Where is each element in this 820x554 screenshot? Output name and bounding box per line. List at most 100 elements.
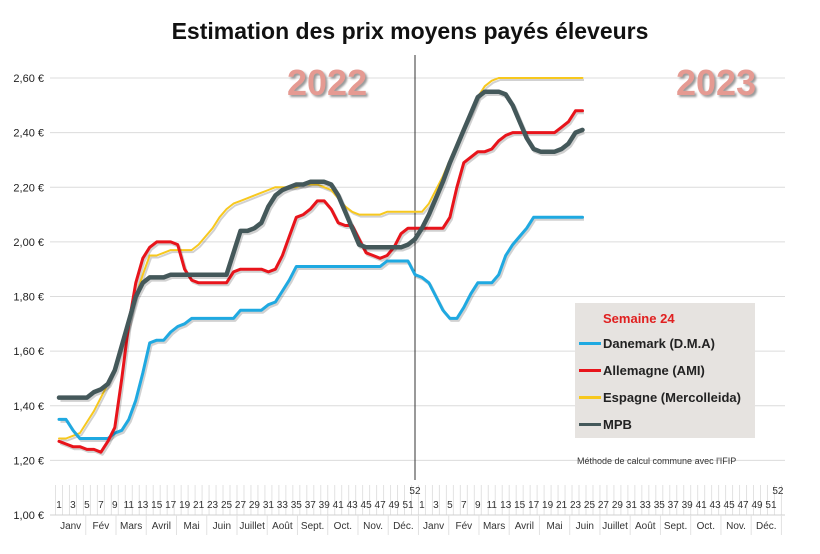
- x-tick-label: 33: [277, 500, 289, 511]
- series-shadow: [60, 79, 584, 442]
- x-tick-label: 45: [361, 500, 373, 511]
- x-tick-label: 31: [263, 500, 275, 511]
- x-tick-label: 25: [584, 500, 596, 511]
- month-label: Janv: [423, 521, 444, 532]
- x-tick-label: 21: [556, 500, 568, 511]
- y-tick-label: 1,40 €: [13, 401, 44, 413]
- x-tick-label: 23: [207, 500, 219, 511]
- x-tick-label: 51: [765, 500, 777, 511]
- y-tick-label: 2,40 €: [13, 128, 44, 140]
- legend: Semaine 24 Danemark (D.M.A) Allemagne (A…: [575, 303, 755, 438]
- year-label-2023: 2023: [676, 62, 757, 103]
- series-line-allemagne-ami: [57, 109, 584, 454]
- legend-swatch: [579, 369, 601, 372]
- x-tick-label: 15: [514, 500, 526, 511]
- month-label: Nov.: [363, 521, 383, 532]
- x-tick-label: 11: [124, 500, 135, 511]
- x-tick-label: 31: [626, 500, 638, 511]
- x-tick-label: 17: [528, 500, 540, 511]
- month-label: Août: [635, 521, 656, 532]
- x-tick-label: 39: [682, 500, 694, 511]
- month-label: Déc.: [393, 521, 414, 532]
- x-tick-label: 35: [291, 500, 303, 511]
- y-tick-label: 2,20 €: [13, 182, 44, 194]
- month-label: Oct.: [697, 521, 715, 532]
- legend-label: MPB: [603, 417, 632, 432]
- x-tick-label: 5: [447, 500, 453, 511]
- x-tick-label: 23: [570, 500, 582, 511]
- x-tick-label: 52: [772, 486, 784, 497]
- x-tick-label: 27: [235, 500, 247, 511]
- series-line-mpb: [56, 89, 585, 400]
- x-tick-label: 1: [56, 500, 62, 511]
- month-label: Sept.: [664, 521, 687, 532]
- x-tick-label: 43: [347, 500, 359, 511]
- month-label: Août: [272, 521, 293, 532]
- x-tick-label: 29: [249, 500, 261, 511]
- legend-label: Allemagne (AMI): [603, 363, 705, 378]
- month-label: Mai: [547, 521, 563, 532]
- x-tick-label: 35: [654, 500, 666, 511]
- x-tick-label: 51: [402, 500, 414, 511]
- x-tick-label: 41: [696, 500, 708, 511]
- x-tick-label: 3: [70, 500, 76, 511]
- x-tick-label: 7: [98, 500, 104, 511]
- y-tick-label: 2,60 €: [13, 73, 44, 85]
- x-tick-label: 7: [461, 500, 467, 511]
- month-label: Juin: [213, 521, 231, 532]
- month-label: Avril: [152, 521, 171, 532]
- x-tick-label: 27: [598, 500, 610, 511]
- legend-item-allemagne: Allemagne (AMI): [579, 363, 705, 378]
- x-tick-label: 1: [419, 500, 425, 511]
- month-label: Mai: [184, 521, 200, 532]
- series-shadow: [59, 111, 584, 456]
- x-tick-label: 9: [112, 500, 118, 511]
- x-tick-label: 41: [333, 500, 345, 511]
- x-tick-label: 33: [640, 500, 652, 511]
- x-tick-label: 39: [319, 500, 331, 511]
- x-tick-label: 11: [487, 500, 498, 511]
- x-tick-label: 17: [165, 500, 177, 511]
- year-label-2022: 2022: [287, 62, 368, 103]
- legend-label: Espagne (Mercolleida): [603, 390, 741, 405]
- x-tick-label: 9: [475, 500, 481, 511]
- y-tick-label: 1,00 €: [13, 510, 44, 522]
- legend-item-mpb: MPB: [579, 417, 632, 432]
- x-tick-label: 15: [151, 500, 163, 511]
- month-label: Juin: [576, 521, 594, 532]
- x-tick-label: 5: [84, 500, 90, 511]
- x-tick-label: 37: [668, 500, 680, 511]
- month-label: Mars: [483, 521, 505, 532]
- month-label: Sept.: [301, 521, 324, 532]
- legend-title: Semaine 24: [603, 311, 675, 326]
- month-label: Fév: [93, 521, 110, 532]
- legend-item-espagne: Espagne (Mercolleida): [579, 390, 741, 405]
- y-tick-label: 1,80 €: [13, 292, 44, 304]
- x-tick-label: 49: [388, 500, 400, 511]
- month-label: Oct.: [334, 521, 352, 532]
- x-tick-label: 47: [375, 500, 387, 511]
- month-label: Juillet: [239, 521, 265, 532]
- x-tick-label: 29: [612, 500, 624, 511]
- x-tick-label: 47: [737, 500, 749, 511]
- method-note: Méthode de calcul commune avec l'IFIP: [577, 456, 737, 466]
- month-label: Mars: [120, 521, 142, 532]
- legend-swatch: [579, 396, 601, 399]
- month-label: Fév: [456, 521, 473, 532]
- x-tick-label: 43: [710, 500, 722, 511]
- legend-label: Danemark (D.M.A): [603, 336, 715, 351]
- month-label: Nov.: [726, 521, 746, 532]
- x-tick-label: 45: [724, 500, 736, 511]
- y-tick-label: 1,60 €: [13, 346, 44, 358]
- series-shadow: [60, 217, 584, 442]
- x-tick-label: 13: [137, 500, 149, 511]
- x-tick-label: 19: [179, 500, 191, 511]
- legend-swatch: [579, 342, 601, 345]
- month-label: Avril: [515, 521, 534, 532]
- x-tick-label: 19: [542, 500, 554, 511]
- x-tick-label: 3: [433, 500, 439, 511]
- x-tick-label: 49: [751, 500, 763, 511]
- month-label: Juillet: [602, 521, 628, 532]
